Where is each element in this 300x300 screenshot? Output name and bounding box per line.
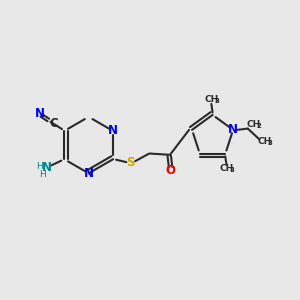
Text: 2: 2: [256, 123, 261, 129]
Text: C: C: [49, 117, 58, 130]
Text: 3: 3: [267, 140, 272, 146]
Text: CH: CH: [219, 164, 234, 173]
Text: H: H: [39, 170, 46, 179]
Text: CH: CH: [257, 137, 272, 146]
Text: N: N: [84, 167, 94, 180]
Text: N: N: [34, 107, 44, 120]
Text: H: H: [36, 162, 43, 171]
Text: N: N: [42, 161, 52, 174]
Text: 3: 3: [230, 167, 234, 173]
Text: CH: CH: [246, 120, 260, 129]
Text: 3: 3: [214, 98, 219, 104]
Text: O: O: [166, 164, 176, 177]
Text: S: S: [127, 156, 135, 169]
Text: N: N: [228, 123, 238, 136]
Text: CH: CH: [204, 95, 218, 104]
Text: N: N: [108, 124, 118, 137]
